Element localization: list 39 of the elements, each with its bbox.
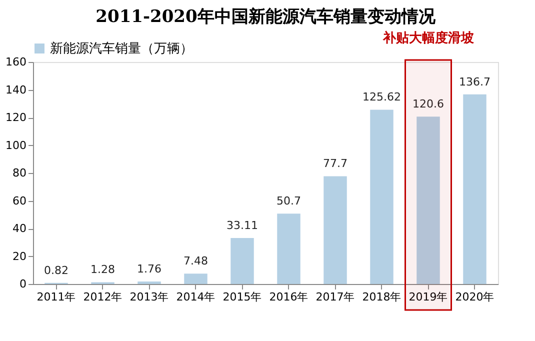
x-tick-label: 2012年 [83,290,122,304]
x-tick-label: 2020年 [455,290,494,304]
bar [463,94,486,284]
y-tick-label: 100 [6,138,26,152]
data-label: 50.7 [276,194,301,208]
data-label: 125.62 [362,90,401,104]
x-tick-label: 2016年 [269,290,308,304]
x-tick-label: 2018年 [362,290,402,304]
y-tick-label: 0 [20,278,26,290]
bar [416,116,440,284]
chart-title: 2011-2020年中国新能源汽车销量变动情况 [96,7,436,27]
legend-label: 新能源汽车销量（万辆） [50,42,193,56]
y-tick-label: 20 [12,250,26,263]
data-label: 120.6 [412,98,444,111]
x-tick-label: 2019年 [408,290,448,304]
data-label: 136.7 [459,75,490,88]
y-tick-label: 120 [6,111,26,124]
bar [184,274,208,284]
data-label: 1.28 [90,263,115,276]
data-label: 7.48 [184,254,208,268]
y-tick-label: 140 [6,83,26,96]
data-label: 33.11 [226,219,258,232]
y-tick-label: 40 [12,222,26,235]
data-label: 0.82 [44,264,68,277]
x-tick-label: 2015年 [222,290,262,304]
x-tick-label: 2014年 [176,290,216,304]
bar [324,176,347,284]
data-label: 1.76 [137,262,162,276]
bar [370,110,394,284]
x-tick-label: 2013年 [130,290,169,304]
y-tick-label: 60 [12,194,26,208]
y-tick-label: 80 [12,166,26,180]
x-tick-label: 2017年 [316,290,355,304]
band-label: 补贴大幅度滑坡 [382,30,475,46]
data-label: 77.7 [323,157,348,170]
y-tick-label: 160 [6,56,26,68]
bar [277,214,300,284]
bar [230,238,254,284]
x-tick-label: 2011年 [36,290,76,304]
